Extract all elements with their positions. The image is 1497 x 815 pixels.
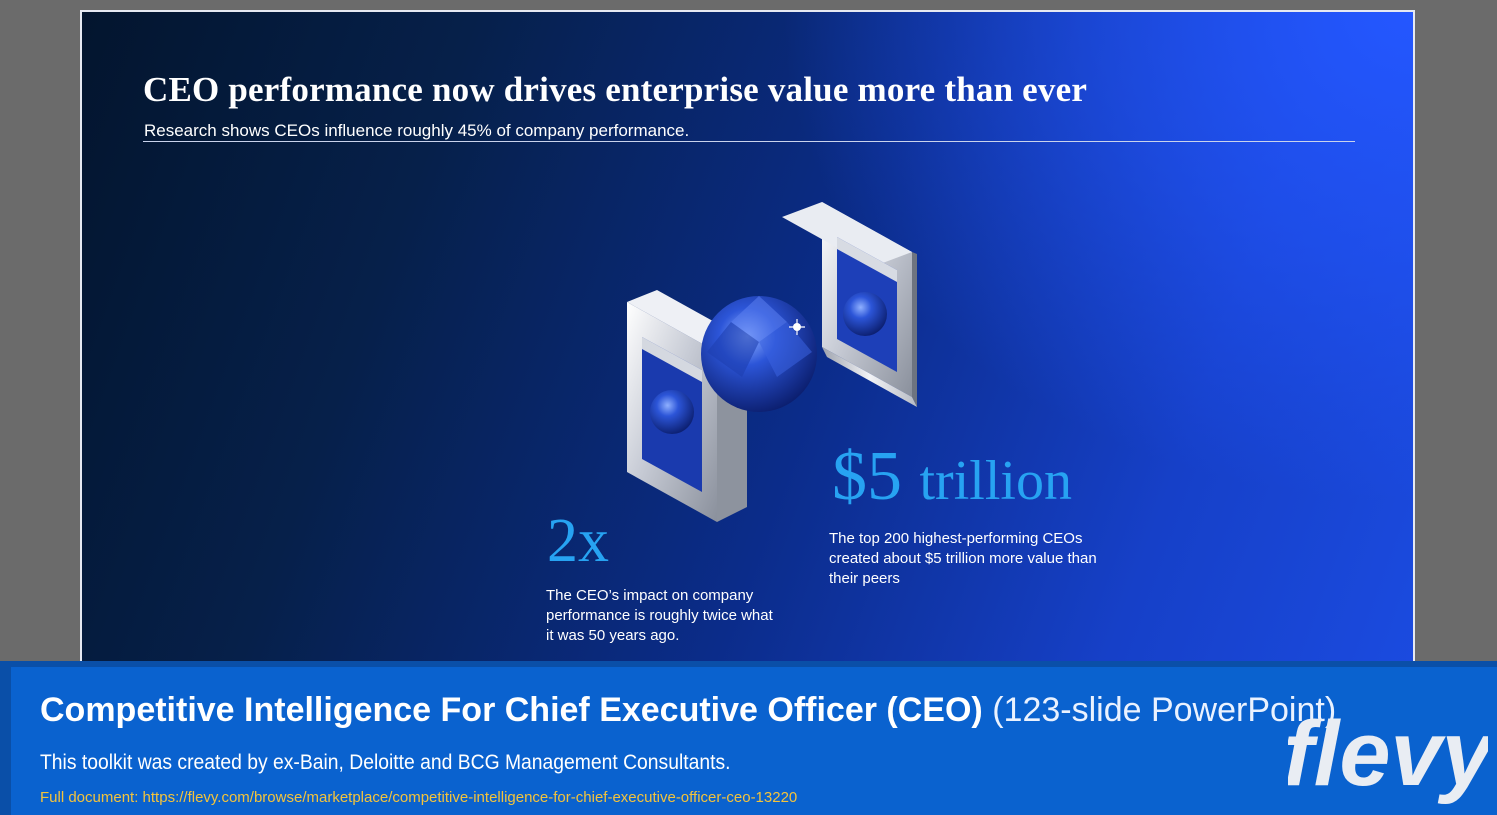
slide: CEO performance now drives enterprise va… [80, 10, 1415, 690]
flevy-logo[interactable]: flevy [1288, 705, 1488, 805]
stat-5-trillion-description: The top 200 highest-performing CEOs crea… [829, 530, 1097, 587]
right-frame [782, 202, 917, 407]
stat-2x-value: 2x [547, 507, 609, 575]
document-banner: Competitive Intelligence For Chief Execu… [0, 661, 1497, 815]
banner-title-extra: (123-slide PowerPoint) [992, 691, 1337, 729]
stat-2x-description: The CEO’s impact on company performance … [546, 587, 773, 644]
banner-description: This toolkit was created by ex-Bain, Del… [40, 751, 731, 774]
slide-subtitle: Research shows CEOs influence roughly 45… [144, 121, 690, 140]
banner-title: Competitive Intelligence For Chief Execu… [40, 691, 1336, 730]
slide-title: CEO performance now drives enterprise va… [143, 70, 1088, 109]
gem-sphere [701, 296, 817, 412]
title-divider [143, 141, 1355, 142]
flevy-logo-text: flevy [1288, 705, 1488, 805]
stat-5-trillion-number: $5 [832, 438, 902, 515]
right-small-gem [843, 292, 887, 336]
banner-title-main: Competitive Intelligence For Chief Execu… [40, 691, 983, 729]
stat-5-trillion-unit: trillion [919, 450, 1072, 512]
full-document-link[interactable]: Full document: https://flevy.com/browse/… [40, 789, 798, 806]
stat-5-trillion-value: $5 trillion [832, 442, 1072, 512]
left-small-gem [650, 390, 694, 434]
banner-panel: Competitive Intelligence For Chief Execu… [11, 667, 1497, 815]
linked-frames-illustration [627, 202, 917, 522]
